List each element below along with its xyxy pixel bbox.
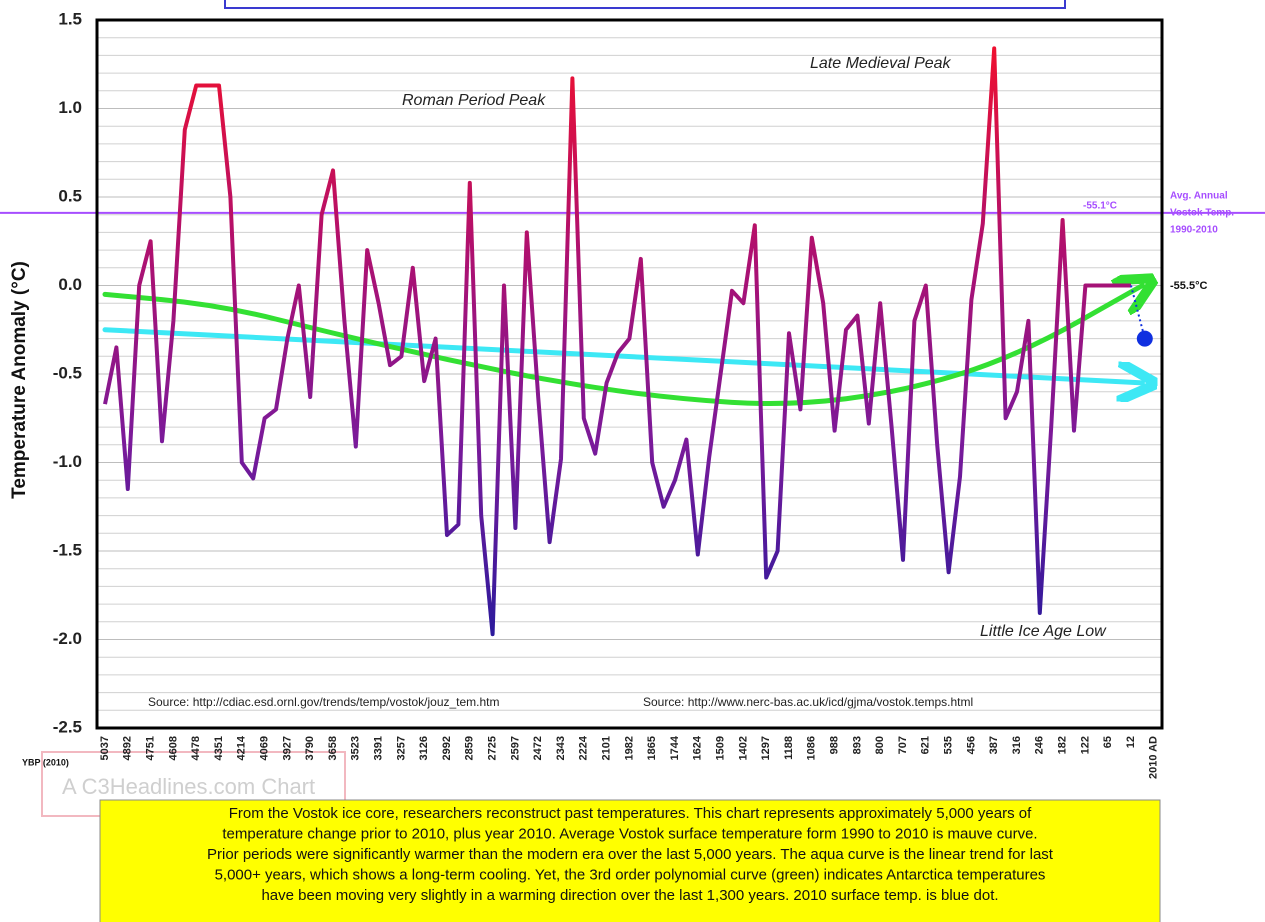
x-tick-label: 893 bbox=[851, 736, 863, 754]
x-tick-label: 4214 bbox=[236, 735, 248, 760]
caption-line: Prior periods were significantly warmer … bbox=[207, 846, 1054, 863]
x-tick-label: 1744 bbox=[669, 735, 681, 760]
y-tick-label: -2.5 bbox=[53, 717, 82, 736]
point bbox=[1136, 330, 1153, 347]
title-box bbox=[224, 0, 1066, 9]
y-tick-label: -1.0 bbox=[53, 452, 82, 471]
x-tick-label: 456 bbox=[965, 736, 977, 754]
y-axis-title: Temperature Anomaly (°C) bbox=[9, 261, 30, 499]
x-tick-label: 1402 bbox=[737, 736, 749, 760]
x-tick-label: 2725 bbox=[487, 736, 499, 760]
x-tick-label: 4892 bbox=[122, 736, 134, 760]
x-tick-label: 3658 bbox=[327, 736, 339, 760]
x-tick-label: 2472 bbox=[532, 736, 544, 760]
x-tick-label: 3257 bbox=[395, 736, 407, 760]
x-tick-label: 1624 bbox=[692, 735, 704, 760]
x-tick-label: 122 bbox=[1079, 736, 1091, 754]
source: Source: http://cdiac.esd.ornl.gov/trends… bbox=[148, 695, 500, 709]
trend-line bbox=[102, 327, 1142, 383]
caption-box bbox=[99, 799, 1161, 922]
x-tick-label: 621 bbox=[920, 736, 932, 754]
watermark: A C3Headlines.com Chart bbox=[62, 774, 315, 799]
x-tick-label: 316 bbox=[1011, 736, 1023, 754]
annotation: Late Medieval Peak bbox=[810, 55, 952, 72]
x-tick-label: 4608 bbox=[167, 736, 179, 760]
x-tick-label: 707 bbox=[897, 736, 909, 754]
annotation: Roman Period Peak bbox=[402, 92, 546, 109]
caption-line: temperature change prior to 2010, plus y… bbox=[222, 825, 1037, 842]
ref-line-note: Vostok Temp. bbox=[1170, 208, 1234, 219]
ref-line-note: Avg. Annual bbox=[1170, 191, 1228, 202]
x-tick-label: 4751 bbox=[145, 736, 157, 760]
ref-line-note: 1990-2010 bbox=[1170, 225, 1218, 236]
x-tick-label: 2343 bbox=[555, 736, 567, 760]
y-tick-label: 1.0 bbox=[58, 98, 82, 117]
y-tick-label: -2.0 bbox=[53, 629, 82, 648]
x-tick-label: 2859 bbox=[464, 736, 476, 760]
x-tick-label: 1982 bbox=[623, 736, 635, 760]
x-tick-label: 2597 bbox=[509, 736, 521, 760]
x-tick-label: 535 bbox=[943, 736, 955, 754]
x-axis-title: YBP (2010) bbox=[22, 757, 69, 767]
x-tick-label: 1297 bbox=[760, 736, 772, 760]
x-tick-label: 1086 bbox=[806, 736, 818, 760]
x-tick-label: 65 bbox=[1102, 736, 1114, 748]
x-tick-label: 4351 bbox=[213, 736, 225, 760]
caption-line: have been moving very slightly in a warm… bbox=[261, 887, 998, 904]
x-tick-label: 2224 bbox=[578, 735, 590, 760]
x-tick-label: 1509 bbox=[715, 736, 727, 760]
y-tick-label: 0.0 bbox=[58, 275, 82, 294]
x-tick-label: 3523 bbox=[350, 736, 362, 760]
x-tick-label: 3927 bbox=[281, 736, 293, 760]
x-tick-label: 2992 bbox=[441, 736, 453, 760]
zero-label: -55.5°C bbox=[1170, 280, 1207, 292]
trend-line bbox=[102, 286, 1142, 406]
x-tick-label: 12 bbox=[1125, 736, 1137, 748]
connector bbox=[1130, 285, 1146, 339]
x-tick-label: 2010 AD bbox=[1148, 736, 1160, 779]
data-line bbox=[103, 46, 1131, 637]
x-tick-label: 988 bbox=[829, 736, 841, 754]
source: Source: http://www.nerc-bas.ac.uk/icd/gj… bbox=[643, 695, 973, 709]
x-tick-label: 800 bbox=[874, 736, 886, 754]
x-tick-label: 4478 bbox=[190, 736, 202, 760]
x-tick-label: 387 bbox=[988, 736, 1000, 754]
y-tick-label: 1.5 bbox=[58, 9, 82, 28]
x-tick-label: 1188 bbox=[783, 736, 795, 760]
y-tick-label: -0.5 bbox=[53, 363, 82, 382]
annotation: Little Ice Age Low bbox=[980, 623, 1107, 640]
x-tick-label: 4069 bbox=[259, 736, 271, 760]
x-tick-label: 182 bbox=[1057, 736, 1069, 754]
ref-line-label: -55.1°C bbox=[1083, 201, 1117, 212]
x-tick-label: 246 bbox=[1034, 736, 1046, 754]
x-tick-label: 3790 bbox=[304, 736, 316, 760]
x-tick-label: 1865 bbox=[646, 736, 658, 760]
y-tick-label: -1.5 bbox=[53, 540, 82, 559]
x-tick-label: 3126 bbox=[418, 736, 430, 760]
x-tick-label: 5037 bbox=[99, 736, 111, 760]
caption-line: From the Vostok ice core, researchers re… bbox=[229, 805, 1032, 822]
x-tick-label: 3391 bbox=[373, 736, 385, 760]
y-tick-label: 0.5 bbox=[58, 186, 82, 205]
caption-line: 5,000+ years, which shows a long-term co… bbox=[215, 866, 1046, 883]
x-tick-label: 2101 bbox=[601, 736, 613, 760]
plot-frame bbox=[95, 18, 1164, 730]
